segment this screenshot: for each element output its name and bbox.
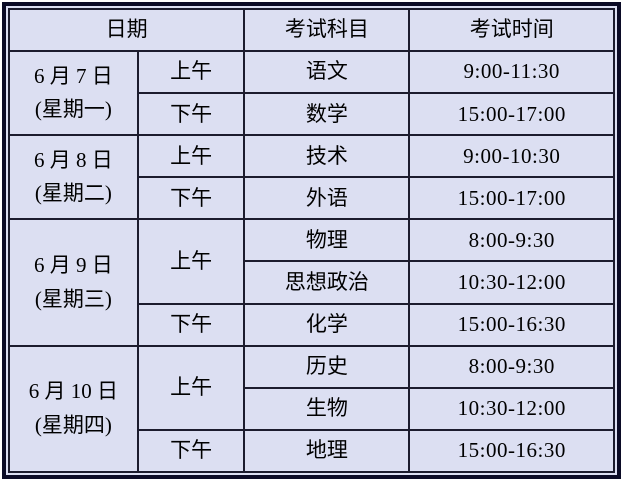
weekday-text: (星期一) [34, 97, 112, 122]
date-text: 6 月 10 日 [28, 379, 119, 404]
date-text: 6 月 7 日 [34, 63, 113, 88]
table-row: 6 月 7 日 (星期一) 上午 语文 9:00-11:30 [8, 49, 615, 137]
subject-cell: 地理 [243, 428, 411, 474]
table-row: 生物 10:30-12:00 [9, 386, 615, 431]
weekday-text: (星期四) [34, 412, 112, 437]
time-cell: 8:00-9:30 [408, 218, 615, 263]
subject-cell: 数学 [243, 92, 411, 137]
period-cell: 上午 [136, 134, 246, 179]
subject-cell: 历史 [243, 344, 411, 389]
period-cell: 下午 [136, 428, 246, 474]
date-cell-day3: 6 月 9 日 (星期三) [8, 218, 139, 347]
time-cell: 10:30-12:00 [408, 386, 615, 431]
subject-cell: 技术 [243, 134, 411, 179]
date-text: 6 月 8 日 [34, 147, 113, 172]
time-cell: 15:00-16:30 [408, 302, 615, 347]
date-cell-day1: 6 月 7 日 (星期一) [8, 49, 139, 137]
date-cell-day2: 6 月 8 日 (星期二) [8, 134, 139, 221]
time-cell: 9:00-10:30 [408, 134, 615, 179]
date-text: 6 月 9 日 [34, 252, 113, 277]
time-cell: 9:00-11:30 [408, 49, 615, 95]
header-time: 考试时间 [408, 8, 615, 52]
table-row: 下午 化学 15:00-16:30 [9, 302, 615, 347]
date-cell-day4: 6 月 10 日 (星期四) [8, 344, 139, 474]
time-cell: 10:30-12:00 [408, 260, 615, 305]
subject-cell: 外语 [243, 176, 411, 221]
time-cell: 8:00-9:30 [408, 344, 615, 389]
table-row: 6 月 8 日 (星期二) 上午 技术 9:00-10:30 [8, 134, 615, 221]
table-row: 下午 外语 15:00-17:00 [9, 176, 615, 221]
subject-cell: 语文 [243, 49, 411, 95]
subject-cell: 物理 [243, 218, 411, 263]
weekday-text: (星期二) [34, 181, 112, 206]
subject-cell: 思想政治 [243, 260, 411, 305]
subject-cell: 生物 [243, 386, 411, 431]
period-cell: 下午 [136, 302, 246, 347]
period-cell: 上午 [136, 218, 246, 305]
period-cell: 上午 [136, 49, 246, 95]
table-row: 下午 数学 15:00-17:00 [9, 92, 615, 137]
table-row: 思想政治 10:30-12:00 [9, 260, 615, 305]
time-cell: 15:00-16:30 [408, 428, 615, 474]
exam-schedule-table: 日期 考试科目 考试时间 6 月 7 日 (星期一) 上午 语文 9:00-11… [7, 8, 615, 474]
table-row: 6 月 10 日 (星期四) 上午 历史 8:00-9:30 [8, 344, 615, 474]
period-cell: 下午 [136, 176, 246, 221]
period-cell: 上午 [136, 344, 246, 431]
header-subject: 考试科目 [243, 8, 411, 52]
time-cell: 15:00-17:00 [408, 92, 615, 137]
header-date: 日期 [7, 8, 246, 52]
table-row: 6 月 9 日 (星期三) 上午 物理 8:00-9:30 [8, 218, 615, 347]
table-row: 下午 地理 15:00-16:30 [9, 428, 615, 474]
subject-cell: 化学 [243, 302, 411, 347]
weekday-text: (星期三) [34, 286, 112, 311]
time-cell: 15:00-17:00 [408, 176, 615, 221]
period-cell: 下午 [136, 92, 246, 137]
header-row: 日期 考试科目 考试时间 [7, 8, 615, 52]
